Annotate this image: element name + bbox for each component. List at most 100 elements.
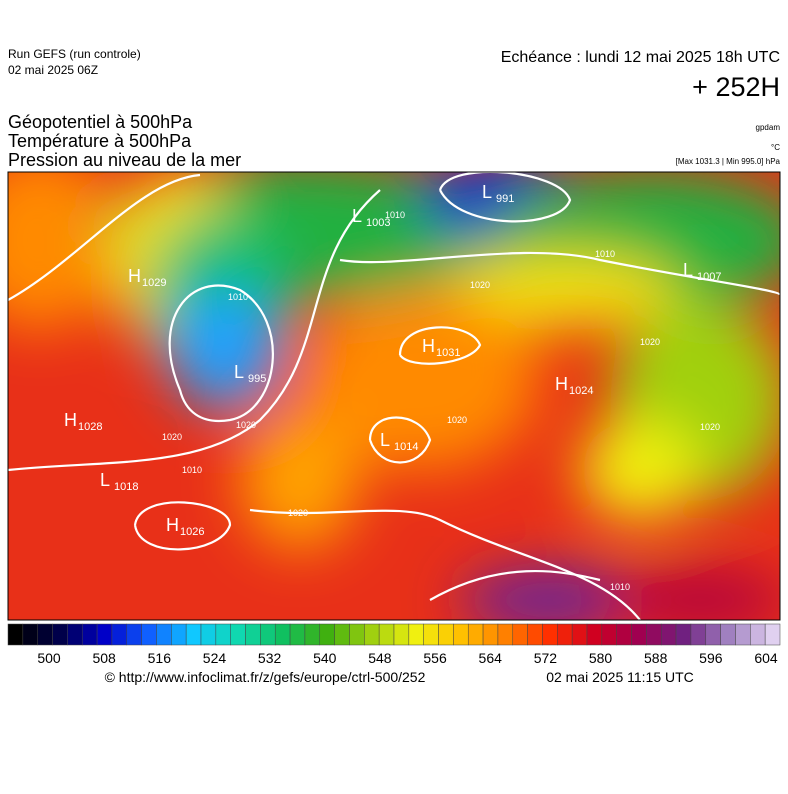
colorbar-tick-label: 524 bbox=[203, 650, 227, 666]
colorbar-swatch bbox=[438, 623, 454, 646]
colorbar-swatch bbox=[37, 623, 53, 646]
colorbar-swatch bbox=[571, 623, 588, 646]
colorbar-swatch bbox=[512, 623, 528, 646]
colorbar-tick-label: 508 bbox=[92, 650, 116, 666]
center-kind: H bbox=[166, 515, 179, 535]
colorbar-swatch bbox=[319, 623, 335, 646]
title: Géopotentiel à 500hPa bbox=[8, 112, 193, 132]
colorbar-swatch bbox=[52, 623, 68, 646]
colorbar-swatch bbox=[393, 623, 410, 646]
isobar-label: 1020 bbox=[162, 432, 182, 442]
center-kind: H bbox=[128, 266, 141, 286]
colorbar-swatch bbox=[245, 623, 261, 646]
colorbar-swatch bbox=[542, 623, 558, 646]
colorbar-swatch bbox=[200, 623, 217, 646]
colorbar-tick-label: 596 bbox=[699, 650, 723, 666]
isobar-label: 1020 bbox=[640, 337, 660, 347]
isobar-label: 1010 bbox=[182, 465, 202, 475]
colorbar-swatch bbox=[126, 623, 142, 646]
colorbar-swatch bbox=[482, 623, 499, 646]
title: Pression au niveau de la mer bbox=[8, 150, 241, 170]
colorbar-swatch bbox=[81, 623, 98, 646]
unit: gpdam bbox=[756, 123, 781, 132]
center-value: 1026 bbox=[180, 526, 204, 538]
center-value: 1028 bbox=[78, 421, 102, 433]
colorbar-swatch bbox=[453, 623, 469, 646]
center-kind: H bbox=[422, 336, 435, 356]
colorbar-swatch bbox=[750, 623, 766, 646]
colorbar-swatch bbox=[557, 623, 573, 646]
colorbar-tick-label: 564 bbox=[479, 650, 503, 666]
colorbar-swatch bbox=[171, 623, 187, 646]
colorbar-swatch bbox=[67, 623, 83, 646]
center-kind: L bbox=[380, 430, 390, 450]
isobar-label: 1020 bbox=[470, 280, 490, 290]
colorbar-swatch bbox=[616, 623, 632, 646]
center-value: 1003 bbox=[366, 217, 390, 229]
colorbar-swatch bbox=[497, 623, 514, 646]
issued: 02 mai 2025 11:15 UTC bbox=[546, 669, 694, 685]
isobar-label: 1010 bbox=[228, 292, 248, 302]
isobar-label: 1020 bbox=[447, 415, 467, 425]
center-value: 1029 bbox=[142, 277, 166, 289]
colorbar-swatch bbox=[156, 623, 172, 646]
colorbar-tick-label: 556 bbox=[423, 650, 447, 666]
isobar-label: 1010 bbox=[610, 582, 630, 592]
map-field bbox=[8, 172, 780, 620]
colorbar-swatch bbox=[705, 623, 721, 646]
run-date: 02 mai 2025 06Z bbox=[8, 63, 98, 77]
colorbar-swatch bbox=[467, 623, 484, 646]
colorbar-swatch bbox=[22, 623, 38, 646]
colorbar-swatch bbox=[274, 623, 291, 646]
source: © http://www.infoclimat.fr/z/gefs/europe… bbox=[105, 669, 426, 685]
colorbar-swatch bbox=[96, 623, 113, 646]
isobars bbox=[8, 172, 780, 620]
isobar-label: 1020 bbox=[700, 422, 720, 432]
center-kind: H bbox=[555, 374, 568, 394]
center-kind: L bbox=[482, 182, 492, 202]
colorbar-swatch bbox=[601, 623, 617, 646]
colorbar-swatch bbox=[527, 623, 543, 646]
center-value: 1024 bbox=[569, 385, 593, 397]
colorbar-tick-label: 540 bbox=[313, 650, 337, 666]
center-value: 995 bbox=[248, 373, 266, 385]
center-value: 1007 bbox=[697, 271, 721, 283]
colorbar-swatch bbox=[260, 623, 276, 646]
center-kind: L bbox=[100, 470, 110, 490]
colorbar-swatch bbox=[675, 623, 692, 646]
unit: °C bbox=[771, 143, 780, 152]
colorbar-swatch bbox=[764, 623, 781, 646]
colorbar-swatch bbox=[735, 623, 751, 646]
colorbar-swatch bbox=[631, 623, 647, 646]
colorbar-swatch bbox=[304, 623, 321, 646]
center-value: 991 bbox=[496, 193, 514, 205]
isobar-label: 1020 bbox=[236, 420, 256, 430]
colorbar-swatch bbox=[111, 623, 128, 646]
colorbar-swatch bbox=[215, 623, 231, 646]
center-kind: H bbox=[64, 410, 77, 430]
colorbar-swatch bbox=[7, 623, 24, 646]
colorbar-swatch bbox=[378, 623, 395, 646]
colorbar-tick-label: 548 bbox=[368, 650, 392, 666]
colorbar-swatch bbox=[646, 623, 662, 646]
center-kind: L bbox=[683, 260, 693, 280]
center-kind: L bbox=[352, 206, 362, 226]
colorbar-swatch bbox=[660, 623, 677, 646]
colorbar-swatch bbox=[423, 623, 439, 646]
colorbar-swatch bbox=[586, 623, 603, 646]
colorbar-tick-label: 516 bbox=[148, 650, 172, 666]
colorbar-tick-label: 588 bbox=[644, 650, 668, 666]
colorbar-swatch bbox=[141, 623, 157, 646]
colorbar-swatch bbox=[185, 623, 202, 646]
lead-time: + 252H bbox=[692, 72, 780, 102]
isobar-label: 1020 bbox=[288, 508, 308, 518]
map-frame bbox=[7, 171, 781, 621]
colorbar-tick-label: 572 bbox=[534, 650, 558, 666]
unit: [Max 1031.3 | Min 995.0] hPa bbox=[676, 157, 781, 166]
isobar-label: 1010 bbox=[595, 249, 615, 259]
colorbar-tick-label: 532 bbox=[258, 650, 282, 666]
center-value: 1018 bbox=[114, 481, 138, 493]
colorbar-swatch bbox=[720, 623, 736, 646]
colorbar-swatch bbox=[289, 623, 306, 646]
